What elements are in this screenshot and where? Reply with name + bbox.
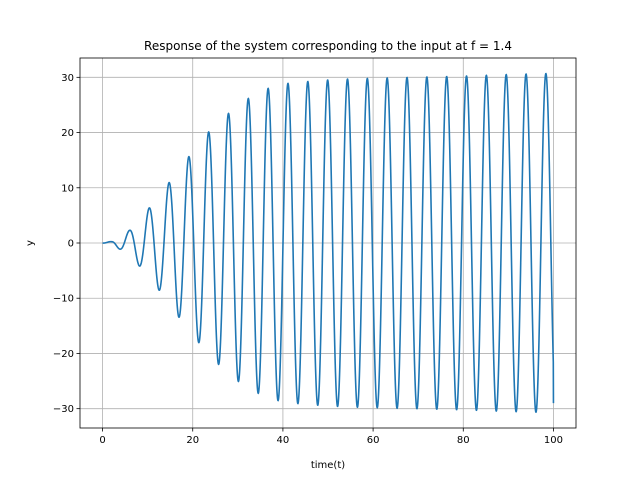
y-tick-label: −20: [53, 349, 74, 360]
x-axis-label: time(t): [311, 460, 345, 471]
x-tick-label: 80: [457, 435, 470, 446]
y-tick-label: 20: [61, 128, 74, 139]
y-tick-label: −30: [53, 404, 74, 415]
y-tick-label: −10: [53, 294, 74, 305]
x-tick-label: 0: [99, 435, 105, 446]
x-tick-label: 100: [544, 435, 563, 446]
x-tick-label: 60: [367, 435, 380, 446]
y-tick-label: 10: [61, 183, 74, 194]
ticks: 0 20 40 60 80 100 −30 −20 −10 0 10 20 30: [53, 73, 563, 446]
y-axis-label: y: [25, 240, 36, 246]
x-tick-label: 40: [277, 435, 290, 446]
y-tick-label: 30: [61, 73, 74, 84]
x-tick-label: 20: [186, 435, 199, 446]
y-tick-label: 0: [68, 239, 74, 250]
series-line: [102, 72, 555, 414]
grid: [80, 58, 576, 428]
chart-title: Response of the system corresponding to …: [144, 39, 512, 53]
